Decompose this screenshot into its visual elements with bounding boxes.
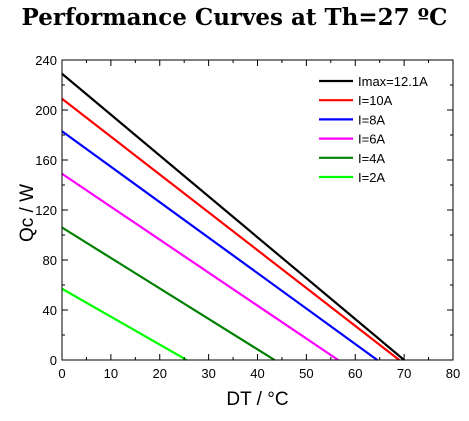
legend-label-4: I=4A bbox=[358, 151, 385, 166]
x-tick-label: 60 bbox=[348, 366, 362, 381]
series-lines bbox=[61, 72, 405, 361]
legend-label-3: I=6A bbox=[358, 132, 385, 147]
chart-title: Performance Curves at Th=27 ºC bbox=[21, 4, 448, 31]
y-tick-label: 0 bbox=[50, 353, 57, 368]
y-tick-label: 80 bbox=[43, 253, 57, 268]
x-tick-label: 30 bbox=[201, 366, 215, 381]
legend: Imax=12.1A I=10A I=8A I=6A I=4A I=2A bbox=[313, 70, 446, 192]
y-tick-label: 120 bbox=[35, 203, 57, 218]
series-line-0 bbox=[61, 72, 405, 361]
y-tick-label: 40 bbox=[43, 303, 57, 318]
x-tick-label: 50 bbox=[299, 366, 313, 381]
legend-label-2: I=8A bbox=[358, 112, 385, 127]
x-tick-label: 10 bbox=[104, 366, 118, 381]
legend-box bbox=[313, 70, 446, 192]
legend-label-5: I=2A bbox=[358, 170, 385, 185]
y-tick-label: 160 bbox=[35, 153, 57, 168]
y-tick-label: 200 bbox=[35, 103, 57, 118]
series-line-4 bbox=[61, 226, 276, 361]
series-line-2 bbox=[61, 130, 378, 361]
series-line-1 bbox=[61, 97, 400, 361]
y-tick-label: 240 bbox=[35, 53, 57, 68]
x-tick-label: 40 bbox=[250, 366, 264, 381]
y-axis-label: Qc / W bbox=[17, 184, 38, 242]
axis-ticks: 0 10 20 30 40 50 60 70 80 0 40 80 120 160 200 240 bbox=[35, 53, 460, 381]
legend-label-1: I=10A bbox=[358, 93, 393, 108]
x-tick-label: 0 bbox=[58, 366, 65, 381]
x-tick-label: 80 bbox=[446, 366, 460, 381]
x-tick-label: 20 bbox=[153, 366, 167, 381]
series-line-3 bbox=[61, 172, 339, 361]
legend-label-0: Imax=12.1A bbox=[358, 74, 428, 89]
x-tick-label: 70 bbox=[397, 366, 411, 381]
x-axis-label: DT / °C bbox=[226, 389, 288, 410]
series-line-5 bbox=[61, 287, 188, 361]
